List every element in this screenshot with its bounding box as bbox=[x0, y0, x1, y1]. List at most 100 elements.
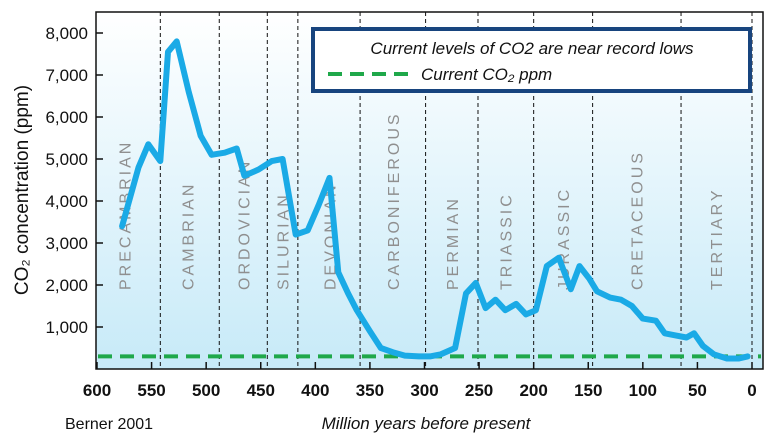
data-point bbox=[199, 134, 202, 137]
data-point bbox=[484, 307, 487, 310]
y-tick-label: 8,000 bbox=[45, 24, 88, 43]
data-point bbox=[557, 256, 560, 259]
data-point bbox=[257, 168, 260, 171]
data-point bbox=[317, 204, 320, 207]
data-point bbox=[454, 347, 457, 349]
y-tick-label: 1,000 bbox=[45, 318, 88, 337]
period-label-permian: PERMIAN bbox=[445, 196, 462, 290]
data-point bbox=[270, 160, 273, 163]
data-point bbox=[641, 317, 644, 320]
data-point bbox=[630, 305, 633, 307]
data-point bbox=[223, 151, 226, 154]
x-tick-label: 0 bbox=[747, 381, 756, 400]
data-point bbox=[328, 176, 331, 179]
data-point bbox=[504, 309, 507, 312]
data-point bbox=[243, 174, 246, 177]
data-point bbox=[569, 288, 572, 291]
data-point bbox=[663, 332, 666, 335]
data-point bbox=[355, 309, 358, 312]
legend: Current levels of CO2 are near record lo… bbox=[311, 27, 752, 93]
y-axis-label: CO₂ concentration (ppm) bbox=[12, 85, 33, 295]
x-tick-label: 200 bbox=[519, 381, 547, 400]
x-tick-label: 150 bbox=[574, 381, 602, 400]
x-tick-label: 500 bbox=[192, 381, 220, 400]
y-tick-label: 7,000 bbox=[45, 66, 88, 85]
y-tick-label: 2,000 bbox=[45, 276, 88, 295]
data-point bbox=[429, 355, 431, 358]
y-tick-label: 5,000 bbox=[45, 150, 88, 169]
period-label-cambrian: CAMBRIAN bbox=[181, 182, 198, 290]
y-tick-label: 6,000 bbox=[45, 108, 88, 127]
x-tick-label: 100 bbox=[629, 381, 657, 400]
data-point bbox=[515, 302, 518, 305]
x-axis-ticks: 600 550 500 450 400 350 300 250 200 150 100 50 0 bbox=[83, 362, 757, 400]
x-tick-label: 50 bbox=[688, 381, 707, 400]
data-point bbox=[167, 50, 169, 53]
data-point bbox=[121, 225, 124, 228]
data-point bbox=[545, 265, 548, 268]
data-point bbox=[418, 355, 420, 358]
y-tick-label: 4,000 bbox=[45, 192, 88, 211]
x-tick-label: 350 bbox=[356, 381, 384, 400]
data-point bbox=[439, 353, 442, 356]
data-point bbox=[281, 158, 284, 160]
data-point bbox=[391, 351, 394, 354]
data-point bbox=[235, 147, 238, 150]
y-tick-label: 3,000 bbox=[45, 234, 88, 253]
data-point bbox=[368, 330, 371, 333]
data-point bbox=[674, 334, 677, 337]
data-point bbox=[494, 298, 497, 301]
data-point bbox=[578, 265, 581, 268]
y-axis-ticks: 1,000 2,000 3,000 4,000 5,000 6,000 7,000 8,000 bbox=[45, 24, 103, 337]
data-point bbox=[147, 143, 150, 146]
x-tick-label: 550 bbox=[137, 381, 165, 400]
plot-frame bbox=[95, 11, 764, 370]
data-point bbox=[588, 277, 591, 280]
source-citation: Berner 2001 bbox=[65, 416, 153, 433]
data-point bbox=[474, 281, 477, 284]
period-label-triassic: TRIASSIC bbox=[498, 192, 515, 290]
x-tick-label: 600 bbox=[83, 381, 111, 400]
data-point bbox=[294, 233, 297, 236]
series-line-0 bbox=[119, 38, 751, 362]
x-tick-label: 400 bbox=[301, 381, 329, 400]
data-point bbox=[403, 354, 406, 357]
data-point bbox=[306, 229, 309, 232]
x-tick-label: 250 bbox=[465, 381, 493, 400]
x-tick-label: 450 bbox=[247, 381, 275, 400]
period-labels: PRECAMBRIAN CAMBRIAN ORDOVICIAN SILURIAN DEV… bbox=[117, 111, 726, 290]
legend-box bbox=[311, 27, 752, 93]
period-label-tertiary: TERTIARY bbox=[709, 187, 726, 290]
data-point bbox=[685, 336, 688, 339]
legend-label-current-co2: Current CO₂ ppm bbox=[421, 65, 552, 84]
data-point bbox=[465, 292, 467, 295]
period-label-silurian: SILURIAN bbox=[276, 192, 293, 290]
data-point bbox=[737, 357, 740, 360]
data-point bbox=[159, 160, 162, 163]
data-point bbox=[654, 319, 657, 322]
data-point bbox=[210, 153, 213, 156]
data-point bbox=[337, 271, 340, 274]
data-point bbox=[725, 357, 728, 360]
period-label-cretaceous: CRETACEOUS bbox=[629, 150, 646, 290]
data-point bbox=[137, 166, 140, 169]
data-point bbox=[693, 332, 696, 335]
data-point bbox=[620, 298, 622, 301]
x-tick-label: 300 bbox=[410, 381, 438, 400]
data-point bbox=[534, 309, 537, 312]
data-point bbox=[746, 355, 749, 358]
data-point bbox=[187, 90, 190, 93]
x-axis-label: Million years before present bbox=[322, 414, 532, 433]
co2-series bbox=[119, 38, 751, 362]
chart-title: Current levels of CO2 are near record lo… bbox=[370, 39, 694, 58]
data-point bbox=[701, 344, 704, 347]
data-point bbox=[525, 313, 527, 316]
data-point bbox=[712, 353, 715, 356]
data-point bbox=[347, 292, 350, 295]
data-point bbox=[596, 290, 598, 293]
period-label-ordovician: ORDOVICIAN bbox=[236, 159, 253, 290]
data-point bbox=[609, 296, 612, 299]
data-point bbox=[175, 40, 178, 43]
data-point bbox=[379, 347, 382, 349]
